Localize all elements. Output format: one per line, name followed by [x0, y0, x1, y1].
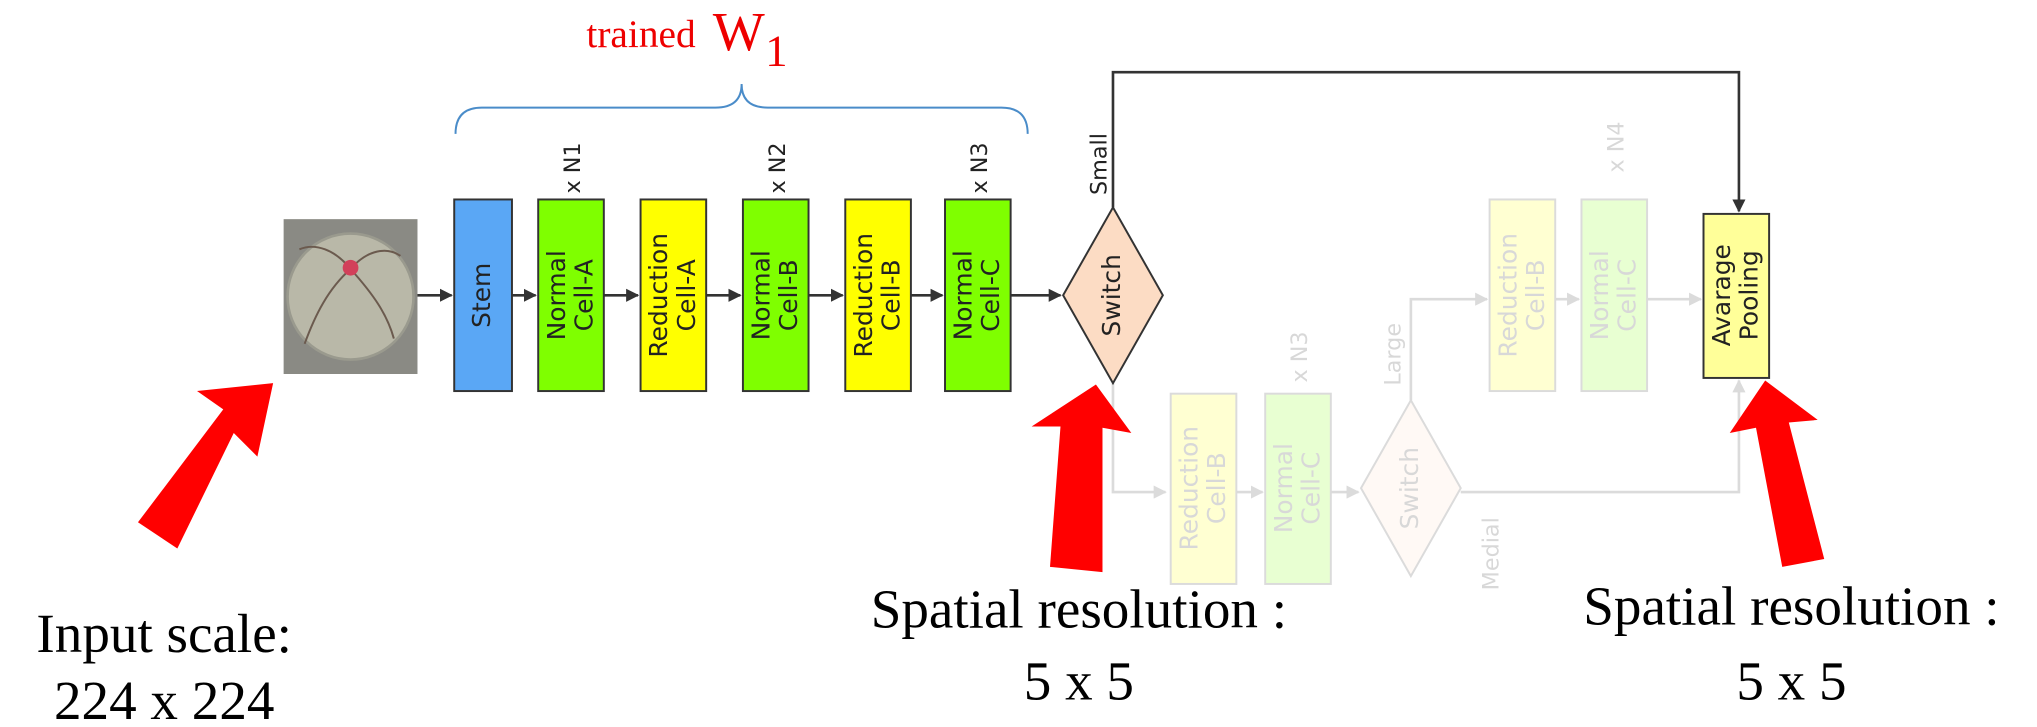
node-label: Cell-B [1521, 259, 1550, 331]
node-label: Cell-C [1613, 259, 1642, 332]
caption: Spatial resolution : [1583, 576, 1999, 637]
node-label: Reduction [1174, 426, 1203, 551]
caption: 5 x 5 [1736, 650, 1846, 711]
node-label: Normal [949, 250, 978, 340]
annotation-symbol: W [713, 1, 765, 62]
branch-label: Large [1380, 323, 1406, 386]
repeat-label: x N3 [1287, 331, 1313, 382]
node-label: Stem [467, 263, 496, 328]
brace [456, 84, 1028, 134]
red-arrow [1730, 381, 1824, 567]
node-label: Normal [1585, 250, 1614, 340]
repeat-label: x N3 [967, 142, 993, 193]
annotation-prefix: trained [586, 12, 696, 56]
node-label: Cell-B [774, 259, 803, 331]
node-label: Reduction [1493, 233, 1522, 358]
caption: 224 x 224 [54, 670, 274, 727]
annotation-subscript: 1 [765, 26, 787, 76]
node-label: Cell-B [877, 259, 906, 331]
node-label: Avarage [1707, 244, 1736, 346]
caption: 5 x 5 [1024, 650, 1134, 711]
node-label: Normal [747, 250, 776, 340]
caption: Input scale: [36, 603, 292, 664]
node-label: Normal [542, 250, 571, 340]
optic-disc [343, 260, 359, 276]
repeat-label: x N4 [1603, 121, 1629, 172]
inactive-branches: Reduction Cell-B Normal Cell-C Switch Re… [1113, 121, 1739, 590]
node-label: Switch [1097, 254, 1126, 336]
node-label: Switch [1395, 447, 1424, 529]
caption: Spatial resolution : [871, 578, 1287, 639]
node-label: Reduction [849, 233, 878, 358]
node-label: Cell-A [569, 259, 598, 331]
repeat-label: x N2 [765, 142, 791, 193]
node-label: Cell-C [976, 259, 1005, 332]
diagram: trained W 1 Stem Normal Cell-A Reduction… [0, 0, 2037, 727]
node-label: Cell-B [1202, 452, 1231, 524]
branch-label: Small [1086, 133, 1112, 195]
node-label: Cell-C [1296, 452, 1325, 525]
node-label: Cell-A [672, 259, 701, 331]
red-arrow [1032, 384, 1132, 572]
red-arrow [138, 383, 273, 548]
node-label: Pooling [1735, 250, 1764, 340]
node-label: Normal [1269, 443, 1298, 533]
node-label: Reduction [644, 233, 673, 358]
branch-label: Medial [1479, 517, 1505, 590]
repeat-label: x N1 [560, 142, 586, 193]
